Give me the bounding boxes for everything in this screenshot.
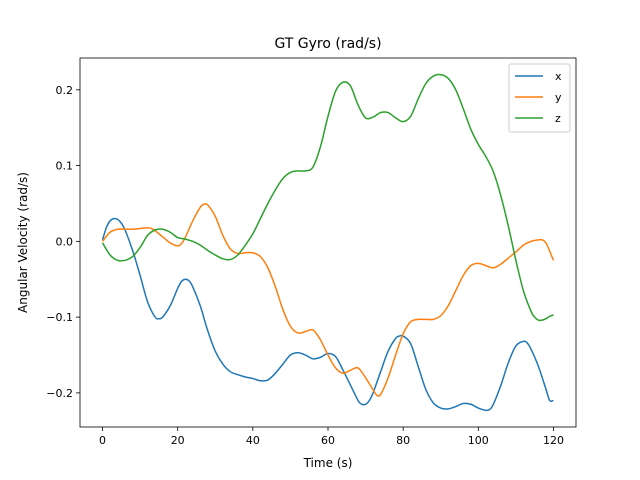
y-tick-label: −0.2 (46, 387, 73, 400)
x-tick-label: 120 (543, 434, 564, 447)
x-tick-label: 40 (246, 434, 260, 447)
y-axis-label: Angular Velocity (rad/s) (16, 172, 30, 313)
x-tick-label: 80 (396, 434, 410, 447)
legend-label-x: x (555, 70, 562, 83)
x-tick-label: 60 (321, 434, 335, 447)
x-tick-label: 20 (171, 434, 185, 447)
series-line-z (101, 73, 554, 322)
legend-label-y: y (555, 91, 562, 104)
x-tick-label: 100 (468, 434, 489, 447)
y-tick-label: 0.1 (56, 160, 74, 173)
series-line-y (101, 202, 555, 397)
x-tick-label: 0 (99, 434, 106, 447)
chart-title: GT Gyro (rad/s) (274, 36, 381, 52)
y-axis-ticks: −0.2 −0.1 0.0 0.1 0.2 (46, 84, 80, 400)
legend-label-z: z (555, 112, 561, 125)
y-tick-label: −0.1 (46, 311, 73, 324)
x-axis-label: Time (s) (303, 456, 353, 470)
x-axis-ticks: 0 20 40 60 80 100 120 (99, 427, 564, 447)
legend: xyz (508, 63, 571, 133)
plot-lines (101, 73, 555, 412)
y-tick-label: 0.2 (56, 84, 74, 97)
legend-box (508, 63, 571, 133)
y-tick-label: 0.0 (56, 235, 74, 248)
